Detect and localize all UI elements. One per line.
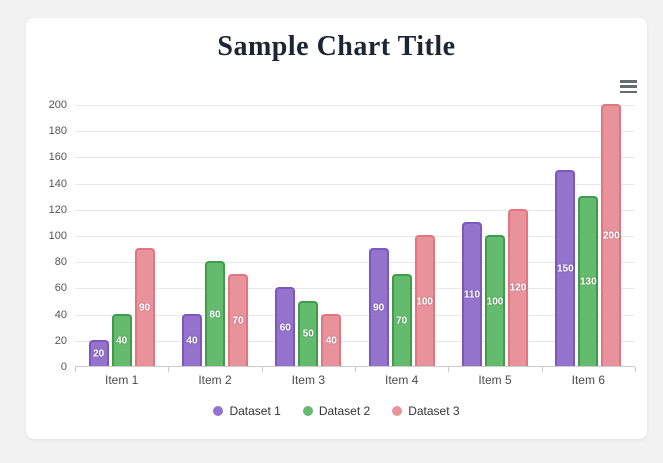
x-category-label: Item 6: [571, 373, 605, 387]
x-category-label: Item 4: [384, 373, 419, 387]
bar-dataset-2-item-4[interactable]: 70: [391, 274, 412, 366]
y-tick-label: 80: [54, 256, 67, 269]
y-tick-label: 180: [48, 125, 67, 138]
bar-value-label: 110: [463, 289, 481, 301]
x-category-label: Item 3: [291, 373, 325, 387]
legend-dot: [392, 406, 403, 416]
bar-dataset-3-item-2[interactable]: 70: [227, 274, 248, 366]
bar-value-label: 80: [209, 309, 221, 321]
bar-value-label: 40: [325, 335, 337, 347]
y-tick-label: 40: [54, 308, 67, 321]
gridline: [75, 340, 635, 342]
chart-title: Sample Chart Title: [217, 31, 456, 62]
y-tick-label: 140: [48, 177, 67, 190]
bar-value-label: 70: [396, 315, 408, 327]
gridline: [75, 105, 635, 106]
chart-card: Sample Chart Title 20 40 90 40 80 70 60 50 40 90 7…: [26, 18, 647, 439]
gridline: [75, 262, 635, 264]
bar-value-label: 90: [373, 302, 385, 314]
legend-item-dataset-1[interactable]: Dataset 1: [213, 404, 281, 418]
bar-dataset-2-item-2[interactable]: 80: [204, 261, 225, 366]
bar-dataset-2-item-1[interactable]: 40: [111, 313, 132, 366]
gridline: [75, 288, 635, 290]
x-axis-tick: [635, 367, 636, 372]
legend-dot: [302, 406, 313, 416]
legend-item-dataset-3[interactable]: Dataset 3: [392, 404, 460, 418]
bar-value-label: 100: [416, 296, 433, 307]
bar-value-label: 90: [139, 302, 151, 314]
x-category-label: Item 5: [478, 373, 512, 387]
bar-group-item-2: 40 80 70: [168, 105, 261, 366]
legend-label: Dataset 3: [408, 404, 460, 418]
gridline: [75, 131, 635, 133]
chart-legend: Dataset 1 Dataset 2 Dataset 3: [26, 404, 647, 418]
bar-value-label: 200: [602, 230, 620, 242]
bar-dataset-3-item-5[interactable]: 120: [507, 208, 528, 366]
bar-group-item-6: 150 130 200: [542, 104, 635, 366]
bar-value-label: 120: [509, 282, 527, 294]
bar-dataset-1-item-4[interactable]: 90: [368, 248, 389, 366]
bar-value-label: 100: [486, 296, 504, 307]
bar-dataset-1-item-1[interactable]: 20: [88, 339, 109, 366]
bar-group-item-3: 60 50 40: [262, 105, 355, 366]
bar-dataset-2-item-3[interactable]: 50: [298, 300, 319, 366]
bar-dataset-1-item-6[interactable]: 150: [555, 169, 576, 366]
y-tick-label: 20: [54, 334, 67, 347]
y-tick-label: 200: [48, 99, 67, 111]
bar-dataset-1-item-2[interactable]: 40: [181, 313, 202, 366]
x-category-label: Item 2: [198, 373, 232, 387]
menu-line: [620, 90, 637, 93]
bar-group-item-4: 90 70 100: [355, 105, 448, 366]
y-tick-label: 100: [48, 230, 67, 242]
legend-item-dataset-2[interactable]: Dataset 2: [302, 404, 371, 418]
bar-value-label: 50: [302, 328, 314, 340]
bar-value-label: 40: [186, 335, 198, 347]
chart-canvas: 20 40 90 40 80 70 60 50 40 90 70 100 110 100 120 150 130…: [26, 18, 647, 439]
y-tick-label: 0: [60, 361, 67, 373]
x-axis-tick: [448, 367, 450, 372]
gridline: [75, 314, 635, 316]
y-tick-label: 60: [54, 282, 67, 295]
gridline: [75, 157, 635, 159]
gridline: [75, 236, 635, 237]
gridline: [75, 183, 635, 185]
legend-label: Dataset 1: [229, 404, 281, 418]
bar-dataset-1-item-3[interactable]: 60: [275, 287, 296, 366]
bar-dataset-1-item-5[interactable]: 110: [461, 221, 482, 366]
bar-value-label: 20: [93, 348, 105, 360]
x-axis-tick: [355, 367, 356, 372]
bar-dataset-3-item-6[interactable]: 200: [601, 104, 622, 366]
x-axis-tick: [168, 367, 170, 372]
bar-value-label: 40: [116, 335, 128, 347]
bar-dataset-3-item-4[interactable]: 100: [414, 235, 435, 366]
gridline: [75, 209, 635, 211]
legend-dot: [213, 406, 224, 416]
bar-value-label: 70: [232, 315, 244, 327]
chart-menu-icon[interactable]: [620, 80, 637, 93]
x-category-label: Item 1: [104, 373, 139, 387]
bar-group-item-1: 20 40 90: [75, 105, 168, 366]
menu-line: [620, 80, 637, 83]
y-tick-label: 120: [48, 203, 67, 216]
bar-group-item-5: 110 100 120: [448, 105, 541, 366]
bar-value-label: 150: [556, 263, 574, 275]
bar-dataset-2-item-5[interactable]: 100: [484, 235, 505, 366]
plot-area: 20 40 90 40 80 70 60 50 40 90 70 100 110 100 120 150 130…: [75, 104, 636, 372]
x-axis-tick: [75, 367, 76, 372]
bar-value-label: 130: [579, 276, 597, 288]
legend-label: Dataset 2: [318, 404, 371, 418]
bar-dataset-2-item-6[interactable]: 130: [578, 195, 599, 366]
x-axis-tick: [261, 367, 263, 372]
y-tick-label: 160: [48, 151, 67, 164]
x-axis-tick: [541, 367, 543, 372]
bar-dataset-3-item-1[interactable]: 90: [134, 248, 155, 366]
bar-value-label: 60: [279, 322, 291, 334]
bar-dataset-3-item-3[interactable]: 40: [321, 313, 342, 366]
menu-line: [620, 85, 637, 88]
